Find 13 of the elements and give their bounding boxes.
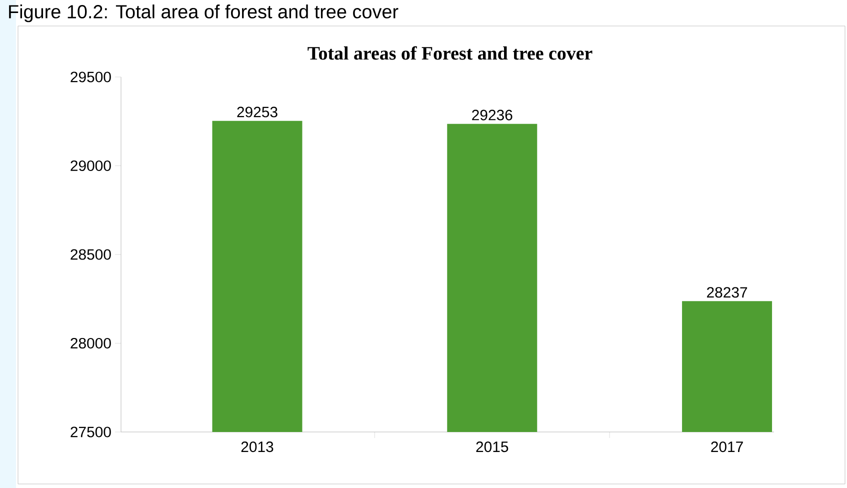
chart-title: Figure 10.2: Total area of forest and tree cover	[9, 4, 398, 22]
chart-subtitle: Total areas of Forest and tree cover	[308, 46, 592, 60]
y-tick-label: 29000	[70, 160, 111, 172]
data-label: 29236	[472, 110, 512, 120]
y-tick-label: 28500	[70, 249, 111, 260]
data-label: 28237	[707, 287, 748, 298]
x-tick-label: 2013	[241, 442, 274, 452]
y-tick-label: 27500	[70, 426, 111, 438]
y-tick-label: 28000	[70, 338, 111, 349]
data-label: 29253	[237, 106, 278, 118]
y-tick-label: 29500	[70, 72, 111, 82]
x-tick-label: 2017	[711, 442, 743, 452]
x-tick-label: 2015	[476, 442, 508, 452]
